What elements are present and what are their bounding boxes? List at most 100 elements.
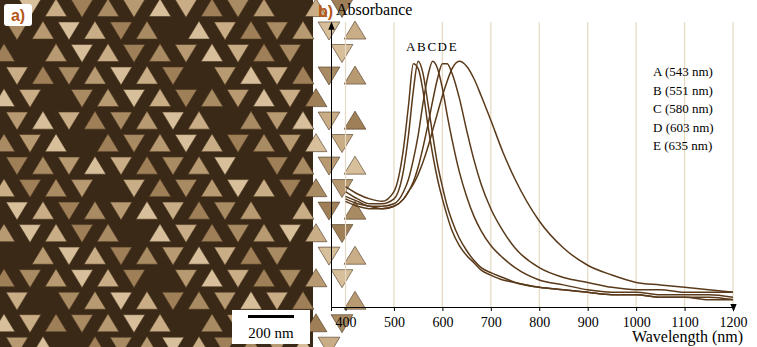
particle xyxy=(318,337,340,347)
particle xyxy=(6,112,28,130)
spectrum-line xyxy=(346,64,733,300)
particle xyxy=(188,201,210,219)
x-tick: 1100 xyxy=(671,307,698,330)
peak-labels: ABCDE xyxy=(406,39,457,54)
particle xyxy=(279,180,301,198)
particle xyxy=(201,134,223,152)
particle xyxy=(162,292,184,310)
particle xyxy=(19,315,41,333)
x-tick-label: 600 xyxy=(432,315,453,330)
particle xyxy=(45,0,67,17)
particle xyxy=(253,134,275,152)
particle xyxy=(84,156,106,174)
particle xyxy=(344,291,366,309)
particle xyxy=(0,269,15,287)
particle xyxy=(45,314,67,332)
y-axis-line xyxy=(331,23,332,308)
particle xyxy=(19,135,41,153)
particle xyxy=(0,179,15,197)
particle xyxy=(253,179,275,197)
particle xyxy=(305,134,327,152)
particle xyxy=(279,90,301,108)
lines xyxy=(346,61,733,299)
particle xyxy=(71,270,93,288)
particle xyxy=(318,247,340,265)
particle xyxy=(305,269,327,287)
figure: a)200 nm400500600700800900100011001200AB… xyxy=(0,0,757,347)
particle xyxy=(331,270,353,288)
peak-label: D xyxy=(438,39,447,54)
particle xyxy=(188,246,210,264)
particle xyxy=(331,135,353,153)
peak-label: C xyxy=(427,39,436,54)
particle xyxy=(331,44,353,62)
particle xyxy=(110,202,132,220)
particle xyxy=(305,179,327,197)
particle xyxy=(45,134,67,152)
particle xyxy=(253,224,275,242)
x-tick-mark xyxy=(394,307,395,311)
peak-label: A xyxy=(406,39,416,54)
particle xyxy=(188,156,210,174)
particle xyxy=(201,179,223,197)
particle xyxy=(32,246,54,264)
particle xyxy=(292,21,314,39)
particle xyxy=(344,246,366,264)
particle xyxy=(214,247,236,265)
particle xyxy=(123,90,145,108)
particle xyxy=(58,67,80,85)
particle xyxy=(162,67,184,85)
particle xyxy=(0,314,15,332)
particle xyxy=(188,291,210,309)
particle xyxy=(175,135,197,153)
particle xyxy=(201,269,223,287)
x-tick: 1200 xyxy=(720,307,748,330)
particle xyxy=(136,156,158,174)
particle xyxy=(175,225,197,243)
particle xyxy=(71,0,93,17)
particle xyxy=(201,0,223,17)
x-tick-mark xyxy=(346,307,347,311)
particle xyxy=(318,22,340,40)
particle xyxy=(84,21,106,39)
particle xyxy=(71,90,93,108)
particle xyxy=(266,67,288,85)
peak-label: E xyxy=(449,39,457,54)
particle xyxy=(175,180,197,198)
x-tick: 600 xyxy=(432,307,453,330)
grid-line xyxy=(393,22,394,307)
particle xyxy=(318,202,340,220)
particle xyxy=(201,314,223,332)
particle xyxy=(32,111,54,129)
particle xyxy=(71,44,93,62)
x-tick-mark xyxy=(491,307,492,311)
grid xyxy=(346,22,733,307)
particle xyxy=(214,67,236,85)
particle xyxy=(214,22,236,40)
particle xyxy=(162,337,184,347)
particle xyxy=(227,135,249,153)
image-background xyxy=(0,0,313,347)
particle xyxy=(227,270,249,288)
particle-layer xyxy=(0,0,366,347)
particle xyxy=(123,270,145,288)
x-tick: 500 xyxy=(384,307,405,330)
grid-line xyxy=(345,22,346,307)
x-tick-label: 900 xyxy=(578,315,599,330)
particle xyxy=(58,112,80,130)
particle xyxy=(175,0,197,17)
particle xyxy=(279,44,301,62)
y-axis xyxy=(331,23,332,308)
legend: A (543 nm)B (551 nm)C (580 nm)D (603 nm)… xyxy=(653,64,714,153)
particle xyxy=(110,337,132,347)
particle xyxy=(227,44,249,62)
particle xyxy=(136,21,158,39)
spectrum-line xyxy=(346,61,733,297)
particle xyxy=(266,22,288,40)
particle xyxy=(19,180,41,198)
x-tick-label: 500 xyxy=(384,315,405,330)
particle xyxy=(97,224,119,242)
particle xyxy=(136,111,158,129)
particle xyxy=(149,224,171,242)
particle xyxy=(123,180,145,198)
